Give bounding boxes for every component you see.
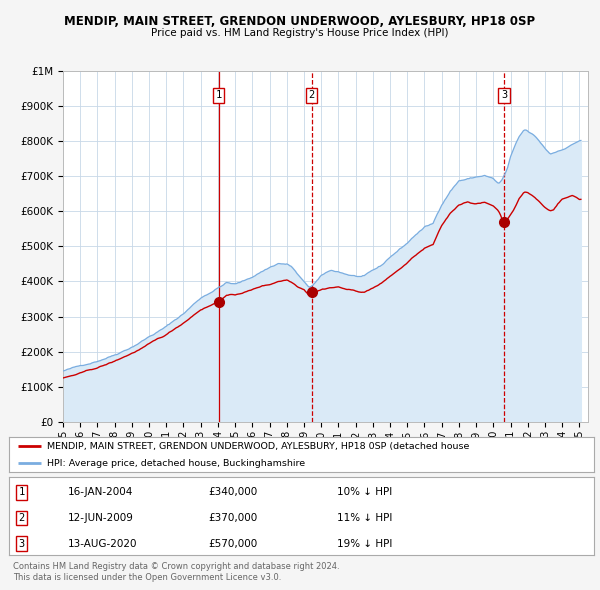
- Text: Price paid vs. HM Land Registry's House Price Index (HPI): Price paid vs. HM Land Registry's House …: [151, 28, 449, 38]
- Text: 10% ↓ HPI: 10% ↓ HPI: [337, 487, 392, 497]
- Text: This data is licensed under the Open Government Licence v3.0.: This data is licensed under the Open Gov…: [13, 572, 281, 582]
- Text: 3: 3: [501, 90, 507, 100]
- Text: 2: 2: [308, 90, 315, 100]
- Text: 11% ↓ HPI: 11% ↓ HPI: [337, 513, 392, 523]
- Text: 13-AUG-2020: 13-AUG-2020: [67, 539, 137, 549]
- Text: £570,000: £570,000: [208, 539, 257, 549]
- Text: Contains HM Land Registry data © Crown copyright and database right 2024.: Contains HM Land Registry data © Crown c…: [13, 562, 340, 571]
- Text: £370,000: £370,000: [208, 513, 257, 523]
- Text: HPI: Average price, detached house, Buckinghamshire: HPI: Average price, detached house, Buck…: [47, 458, 305, 468]
- Text: 3: 3: [19, 539, 25, 549]
- Text: 12-JUN-2009: 12-JUN-2009: [67, 513, 133, 523]
- Text: 16-JAN-2004: 16-JAN-2004: [67, 487, 133, 497]
- Text: £340,000: £340,000: [208, 487, 257, 497]
- Text: MENDIP, MAIN STREET, GRENDON UNDERWOOD, AYLESBURY, HP18 0SP (detached house: MENDIP, MAIN STREET, GRENDON UNDERWOOD, …: [47, 442, 469, 451]
- Text: 1: 1: [215, 90, 222, 100]
- Text: 1: 1: [19, 487, 25, 497]
- Text: MENDIP, MAIN STREET, GRENDON UNDERWOOD, AYLESBURY, HP18 0SP: MENDIP, MAIN STREET, GRENDON UNDERWOOD, …: [64, 15, 536, 28]
- Text: 2: 2: [19, 513, 25, 523]
- Text: 19% ↓ HPI: 19% ↓ HPI: [337, 539, 392, 549]
